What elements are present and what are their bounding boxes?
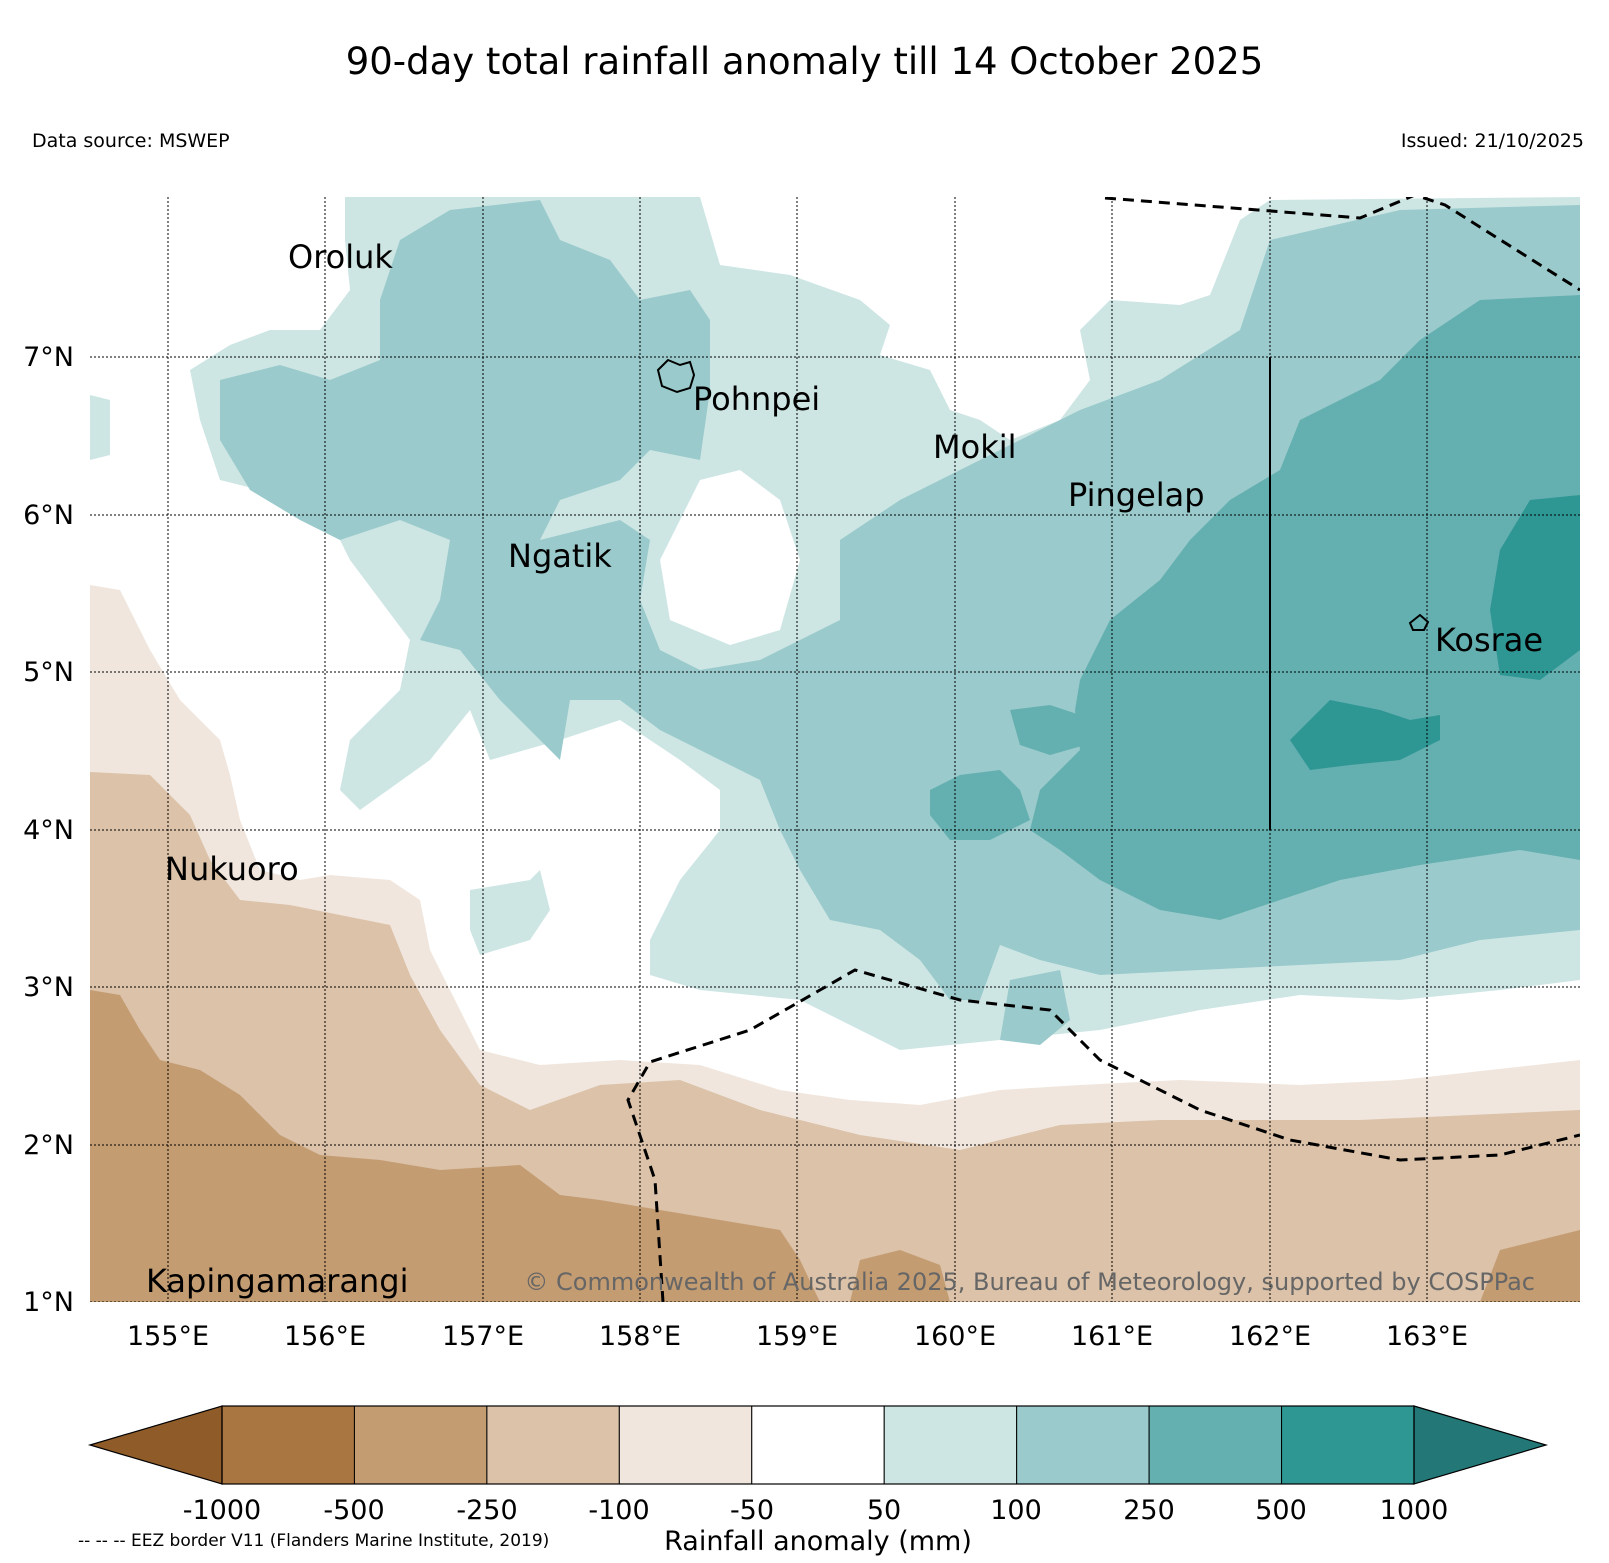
colorbar-tick-label: -100	[588, 1495, 649, 1526]
data-source-label: Data source: MSWEP	[32, 130, 230, 152]
lat-tick-label: 6°N	[23, 500, 74, 531]
colorbar-swatch	[486, 1405, 620, 1485]
colorbar-swatch	[221, 1405, 355, 1485]
lat-tick-label: 1°N	[23, 1287, 74, 1318]
colorbar: -1000 -500 -250 -100 -50 50 100 250 500 …	[87, 1405, 1549, 1557]
colorbar-tick-label: -1000	[183, 1495, 261, 1526]
colorbar-swatch	[353, 1405, 488, 1485]
place-label: Pingelap	[1068, 476, 1205, 514]
place-label: Mokil	[933, 428, 1017, 466]
lon-tick-label: 159°E	[756, 1321, 838, 1352]
colorbar-tick-label: -50	[730, 1495, 774, 1526]
lon-tick-label: 156°E	[284, 1321, 366, 1352]
lat-tick-label: 7°N	[23, 342, 74, 373]
colorbar-tick-label: 1000	[1380, 1495, 1449, 1526]
colorbar-tick-label: 500	[1255, 1495, 1307, 1526]
colorbar-swatch	[1016, 1405, 1150, 1485]
colorbar-tick-label: 50	[867, 1495, 901, 1526]
lon-tick-label: 157°E	[442, 1321, 524, 1352]
eez-footnote: -- -- -- EEZ border V11 (Flanders Marine…	[78, 1531, 550, 1551]
place-label: Kapingamarangi	[146, 1262, 408, 1300]
pohnpei-island	[656, 358, 696, 394]
graticule	[90, 197, 1580, 1302]
colorbar-label: Rainfall anomaly (mm)	[664, 1526, 972, 1557]
kosrae-island	[1408, 613, 1430, 631]
place-label: Nukuoro	[165, 850, 299, 888]
axis-labels: 155°E 156°E 157°E 158°E 159°E 160°E 161°…	[23, 342, 1468, 1352]
colorbar-tick-label: -500	[323, 1495, 384, 1526]
eez-border	[626, 197, 1580, 1302]
issued-date-label: Issued: 21/10/2025	[1400, 130, 1584, 152]
lon-tick-label: 162°E	[1229, 1321, 1311, 1352]
place-label: Pohnpei	[693, 380, 820, 418]
colorbar-swatch	[1281, 1405, 1415, 1485]
lon-tick-label: 163°E	[1386, 1321, 1468, 1352]
lon-tick-label: 158°E	[599, 1321, 681, 1352]
colorbar-tick-label: -250	[456, 1495, 517, 1526]
lat-tick-label: 4°N	[23, 815, 74, 846]
map-title: 90-day total rainfall anomaly till 14 Oc…	[345, 40, 1264, 83]
place-label: Oroluk	[288, 238, 393, 276]
colorbar-tick-label: 250	[1123, 1495, 1175, 1526]
colorbar-swatch	[883, 1405, 1018, 1485]
lat-tick-label: 5°N	[23, 657, 74, 688]
anomaly-contours	[90, 197, 1580, 1302]
place-label: Ngatik	[508, 537, 612, 575]
colorbar-extension-high	[1414, 1406, 1546, 1484]
colorbar-swatch	[1148, 1405, 1283, 1485]
lon-tick-label: 160°E	[914, 1321, 996, 1352]
copyright-text: © Commonwealth of Australia 2025, Bureau…	[524, 1268, 1535, 1296]
place-labels: Oroluk Pohnpei Mokil Pingelap Ngatik Kos…	[146, 238, 1543, 1300]
lon-tick-label: 161°E	[1071, 1321, 1153, 1352]
colorbar-tick-label: 100	[990, 1495, 1042, 1526]
lat-tick-label: 3°N	[23, 972, 74, 1003]
colorbar-extension-low	[90, 1406, 222, 1484]
place-label: Kosrae	[1435, 621, 1543, 659]
colorbar-swatch	[751, 1405, 885, 1485]
lat-tick-label: 2°N	[23, 1130, 74, 1161]
colorbar-swatch	[618, 1405, 753, 1485]
lon-tick-label: 155°E	[127, 1321, 209, 1352]
